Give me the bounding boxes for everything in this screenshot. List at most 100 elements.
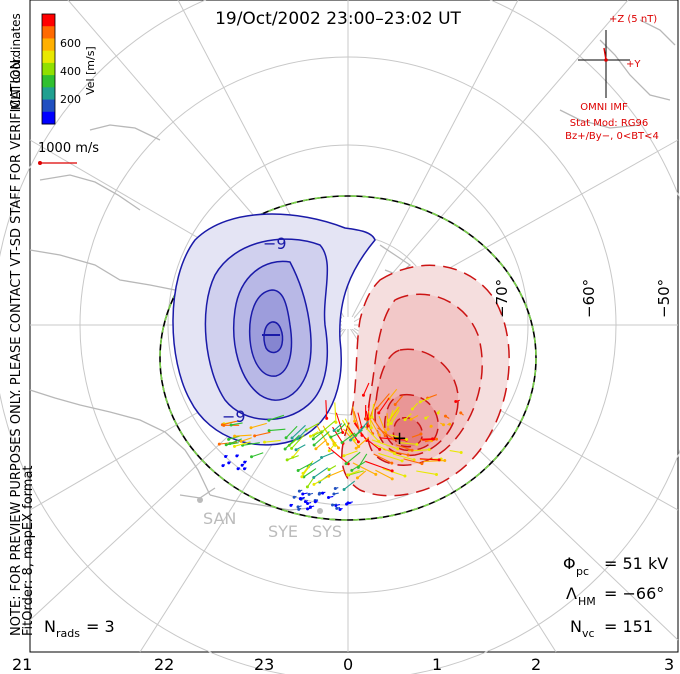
colorbar-tick-400: 400 — [60, 65, 81, 78]
contour-label-neg-bottom: −9 — [222, 407, 246, 426]
mlt-label-22: 22 — [154, 655, 174, 674]
velocity-vector-origin — [321, 491, 325, 495]
velocity-vector-origin — [229, 423, 233, 427]
colorbar-swatch — [42, 99, 55, 113]
velocity-vector — [306, 422, 320, 431]
velocity-vector — [313, 467, 329, 478]
lambda-subscript: HM — [578, 595, 596, 608]
velocity-vector-origin — [377, 433, 381, 437]
velocity-vector-origin — [236, 467, 240, 471]
velocity-vector-origin — [350, 468, 354, 472]
velocity-vector-origin — [224, 455, 228, 459]
imf-dial — [578, 30, 630, 98]
colorbar-label: Vel [m/s] — [84, 46, 97, 95]
colorbar-swatch — [42, 50, 55, 64]
nrads-symbol: N — [44, 617, 56, 636]
nvc-subscript: vc — [582, 627, 595, 640]
mlt-label-0: 0 — [343, 655, 353, 674]
velocity-vector-origin — [386, 427, 390, 431]
velocity-vector-origin — [454, 399, 458, 403]
imf-z-label: +Z (5 nT) — [609, 14, 657, 25]
velocity-vector-origin — [389, 421, 393, 425]
nrads-subscript: rads — [56, 627, 80, 640]
velocity-vector — [341, 432, 356, 443]
velocity-vector — [321, 452, 334, 459]
velocity-vector — [345, 451, 361, 465]
velocity-vector-origin — [420, 462, 424, 466]
velocity-vector — [307, 458, 321, 468]
velocity-vector-origin — [370, 415, 374, 419]
colorbar-border — [41, 13, 56, 125]
colorbar-tick-600: 600 — [60, 37, 81, 50]
velocity-vector — [333, 423, 343, 431]
velocity-vector-origin — [240, 463, 244, 467]
velocity-vector — [284, 434, 300, 450]
side-note-fitorder: FitOrder: 8, mapEX format — [21, 465, 36, 636]
velocity-vector — [373, 453, 393, 464]
velocity-vector — [357, 453, 368, 468]
velocity-vector-origin — [305, 485, 309, 489]
velocity-vector — [328, 441, 337, 452]
velocity-vector — [362, 382, 370, 396]
velocity-vector-origin — [344, 462, 348, 466]
velocity-vector-origin — [338, 507, 342, 511]
velocity-vector-origin — [331, 503, 335, 507]
velocity-vector-origin — [375, 406, 379, 410]
colorbar-swatch — [42, 111, 55, 125]
velocity-vector-origin — [239, 439, 243, 443]
velocity-vector-origin — [249, 426, 253, 430]
velocity-vector — [398, 442, 417, 445]
velocity-vector-origin — [313, 500, 317, 504]
velocity-vector-origin — [434, 472, 438, 476]
velocity-vector-origin — [406, 453, 410, 457]
velocity-vector-origin — [297, 507, 301, 511]
velocity-vector-origin — [342, 454, 346, 458]
velocity-vector — [250, 422, 267, 429]
velocity-vector — [297, 462, 313, 471]
scale-vector-label: 1000 m/s — [38, 141, 99, 156]
velocity-vector — [228, 435, 240, 440]
heppner-maynard-boundary-dash — [159, 195, 537, 521]
velocity-vector-origin — [283, 447, 287, 451]
velocity-vector-origin — [250, 455, 254, 459]
colorbar-swatch — [42, 75, 55, 88]
velocity-vector — [328, 469, 344, 477]
velocity-vector-origin — [297, 489, 301, 493]
velocity-vector-origin — [235, 454, 239, 458]
negative-cell — [172, 213, 376, 446]
velocity-vector-origin — [377, 411, 381, 415]
velocity-vector-origin — [327, 468, 331, 472]
velocity-vector-origin — [409, 417, 413, 421]
velocity-vector-origin — [356, 465, 360, 469]
velocity-vector-origin — [415, 442, 419, 446]
velocity-vector-origin — [386, 423, 390, 427]
velocity-vector-origin — [333, 487, 337, 491]
velocity-vector — [375, 469, 393, 480]
velocity-vector-origin — [383, 434, 387, 438]
velocity-vector-origin — [340, 441, 344, 445]
velocity-vector-origin — [335, 506, 339, 510]
velocity-vector-origin — [292, 495, 296, 499]
velocity-vector-origin — [403, 474, 407, 478]
velocity-vector-origin — [387, 419, 391, 423]
velocity-vector-origin — [405, 437, 409, 441]
velocity-vector-origin — [290, 446, 294, 450]
velocity-vector — [357, 412, 363, 428]
station-marker-sy — [317, 508, 323, 514]
velocity-vector — [388, 388, 398, 400]
station-label-sye: SYE — [268, 522, 298, 541]
velocity-vector-origin — [284, 436, 288, 440]
neg-contour-5 — [263, 321, 284, 354]
velocity-vector-origin — [392, 452, 396, 456]
velocity-vector — [335, 412, 344, 433]
velocity-vector-origin — [378, 447, 382, 451]
potential-max-marker: + — [392, 428, 407, 449]
velocity-vector-origin — [390, 461, 394, 465]
velocity-vector-origin — [410, 407, 414, 411]
imf-condition: Bz+/By−, 0<BT<4 — [565, 131, 659, 142]
velocity-vector — [378, 397, 390, 414]
velocity-vector — [313, 430, 323, 436]
velocity-vector-origin — [448, 422, 452, 426]
velocity-vector-origin — [233, 434, 237, 438]
mlt-label-3: 3 — [664, 655, 674, 674]
